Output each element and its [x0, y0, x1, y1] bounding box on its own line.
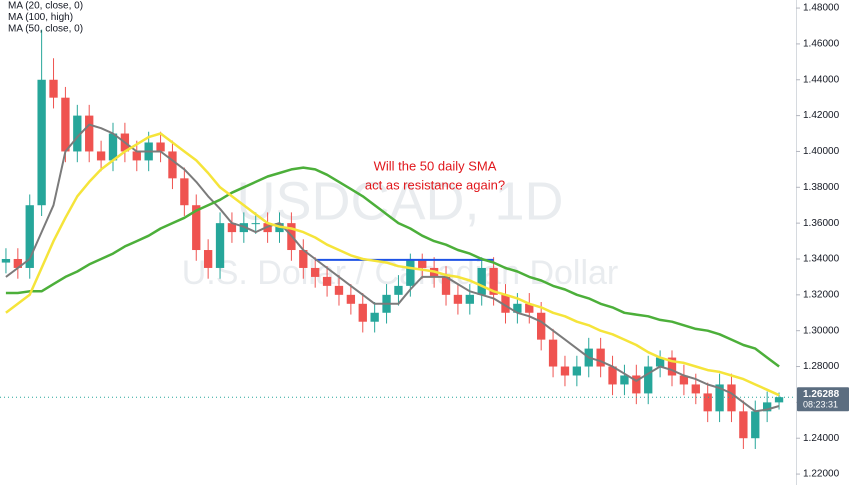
- candle-body: [477, 267, 486, 295]
- candle-body: [1, 258, 11, 263]
- candle-body: [322, 276, 332, 286]
- candle-body: [691, 384, 700, 394]
- candle-body: [644, 366, 653, 394]
- candle-body: [418, 258, 427, 268]
- candle-body: [537, 312, 546, 340]
- candle-body: [560, 366, 570, 376]
- candle-body: [525, 303, 534, 313]
- y-tick-label: 1.28000: [803, 361, 840, 372]
- candle-body: [465, 294, 474, 304]
- y-tick-label: 1.34000: [803, 254, 840, 265]
- y-tick-label: 1.22000: [803, 469, 840, 480]
- y-tick-label: 1.38000: [803, 182, 840, 193]
- candle-body: [739, 411, 748, 439]
- candle-body: [762, 402, 772, 412]
- legend: MA (20, close, 0)MA (100, high)MA (50, c…: [8, 1, 83, 35]
- legend-entry: MA (50, close, 0): [8, 24, 83, 35]
- annotation: act as resistance again?: [365, 177, 505, 192]
- candle-body: [13, 258, 23, 268]
- y-tick-label: 1.36000: [803, 218, 840, 229]
- y-tick-label: 1.44000: [803, 74, 840, 85]
- candle-body: [85, 115, 94, 152]
- candle-body: [334, 285, 344, 295]
- y-tick-label: 1.48000: [803, 3, 840, 14]
- moving-average-line: [5, 166, 780, 368]
- candle-body: [703, 393, 712, 412]
- price-label-box: [797, 387, 849, 412]
- candle-body: [192, 205, 201, 251]
- candle-body: [25, 205, 34, 268]
- candle-body: [227, 223, 237, 233]
- candle-body: [96, 151, 106, 161]
- candle-body: [311, 267, 320, 277]
- candle-body: [168, 151, 177, 179]
- candle-body: [715, 384, 724, 412]
- candle-body: [774, 397, 784, 403]
- candle-body: [156, 142, 165, 152]
- candle-body: [406, 258, 415, 286]
- candle-body: [49, 79, 58, 98]
- y-tick-label: 1.40000: [803, 146, 840, 157]
- candle-body: [572, 366, 582, 376]
- candle-body: [596, 348, 605, 367]
- candle-body: [632, 375, 641, 394]
- y-tick-label: 1.42000: [803, 110, 840, 121]
- candle-body: [489, 267, 498, 295]
- candle-body: [727, 384, 736, 412]
- legend-entry: MA (100, high): [8, 12, 73, 23]
- price-axis: 1.220001.240001.260001.280001.300001.320…: [796, 3, 849, 480]
- candle-body: [608, 366, 617, 385]
- candle-body: [180, 178, 189, 206]
- candle-body: [61, 97, 70, 152]
- candle-body: [394, 285, 403, 295]
- candle-body: [679, 375, 689, 385]
- candle-body: [358, 303, 367, 322]
- candle-body: [441, 276, 451, 295]
- candle-body: [203, 250, 213, 268]
- candle-body: [215, 223, 225, 268]
- countdown: 08:23:31: [803, 400, 838, 410]
- candle-body: [299, 250, 308, 268]
- candle-body: [501, 294, 510, 313]
- price-label: 1.26288: [803, 389, 840, 400]
- candle-body: [251, 223, 260, 225]
- candle-body: [513, 303, 522, 313]
- moving-average-line: [5, 123, 780, 413]
- y-tick-label: 1.24000: [803, 433, 840, 444]
- candle-body: [655, 357, 665, 367]
- candle-body: [346, 294, 356, 304]
- y-tick-label: 1.46000: [803, 39, 840, 50]
- candle-body: [620, 375, 629, 385]
- candle-body: [751, 411, 760, 439]
- plot-area: Will the 50 daily SMA act as resistance a…: [0, 29, 796, 449]
- moving-average-line: [5, 132, 780, 397]
- candle-body: [37, 79, 46, 206]
- candle-body: [453, 294, 463, 304]
- y-tick-label: 1.30000: [803, 325, 840, 336]
- candle-body: [108, 133, 118, 161]
- candle-body: [73, 115, 82, 152]
- y-tick-label: 1.32000: [803, 289, 840, 300]
- candle-body: [370, 312, 379, 322]
- annotation: Will the 50 daily SMA: [374, 158, 497, 173]
- legend-entry: MA (20, close, 0): [8, 1, 83, 12]
- candle-body: [667, 357, 677, 376]
- candle-body: [548, 339, 558, 367]
- candle-body: [132, 151, 141, 161]
